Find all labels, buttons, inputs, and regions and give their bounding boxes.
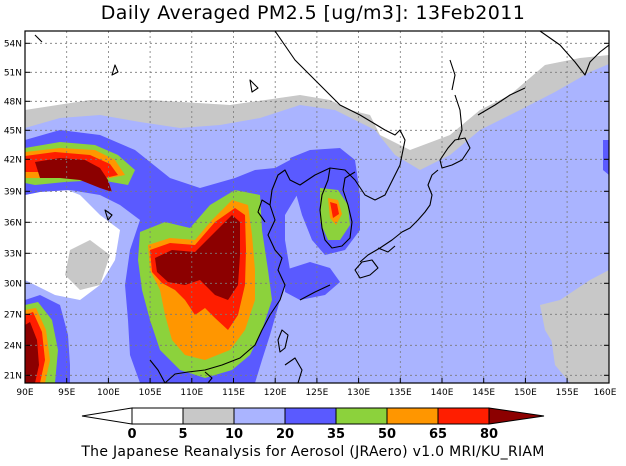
colorbar-cell [335, 407, 388, 425]
lon-label: 115E [222, 388, 245, 398]
lat-label: 24N [4, 342, 22, 352]
colorbar-cell [437, 407, 490, 425]
lat-label: 54N [4, 40, 22, 50]
lon-label: 150E [514, 388, 537, 398]
colorbar-label: 10 [225, 427, 243, 442]
lat-label: 30N [4, 280, 22, 290]
map-title: Daily Averaged PM2.5 [ug/m3]: 13Feb2011 [100, 2, 526, 24]
colorbar-label: 5 [178, 427, 187, 442]
field-5-10-pacific [550, 285, 609, 383]
lon-label: 100E [97, 388, 120, 398]
lat-label: 27N [4, 311, 22, 321]
lat-label: 33N [4, 250, 22, 260]
lon-label: 130E [347, 388, 370, 398]
colorbar-cell [386, 407, 439, 425]
field-65-80-korea [330, 202, 339, 218]
colorbar-label: 50 [378, 427, 396, 442]
lon-label: 105E [139, 388, 162, 398]
concentration-field [25, 31, 609, 383]
colorbar [81, 407, 545, 425]
lon-label: 110E [180, 388, 203, 398]
colorbar-label: 35 [327, 427, 345, 442]
colorbar-label: 0 [127, 427, 136, 442]
lon-label: 155E [556, 388, 579, 398]
footer-credit: The Japanese Reanalysis for Aerosol (JRA… [81, 444, 545, 460]
coastlines [34, 31, 609, 383]
lon-label: 145E [472, 388, 495, 398]
field-20-35-east [603, 140, 609, 175]
colorbar-cell [182, 407, 235, 425]
colorbar-cell [81, 407, 133, 425]
colorbar-cell [488, 407, 545, 425]
lon-label: 135E [389, 388, 412, 398]
colorbar-cell [233, 407, 286, 425]
lat-label: 36N [4, 219, 22, 229]
lat-label: 21N [4, 372, 22, 382]
lon-label: 95E [58, 388, 75, 398]
field-80-north [35, 158, 112, 192]
lon-label: 125E [305, 388, 328, 398]
lat-label: 48N [4, 98, 22, 108]
lat-label: 42N [4, 156, 22, 166]
field-80-china [155, 215, 240, 300]
lat-label: 45N [4, 127, 22, 137]
colorbar-label: 65 [429, 427, 447, 442]
lat-label: 51N [4, 69, 22, 79]
grid-lines [25, 31, 609, 383]
colorbar-cell [284, 407, 337, 425]
field-5-10-tibet [65, 240, 110, 290]
colorbar-cell [131, 407, 184, 425]
lon-label: 140E [431, 388, 454, 398]
lon-label: 90E [16, 388, 33, 398]
lon-label: 160E [594, 388, 617, 398]
lat-label: 39N [4, 188, 22, 198]
field-80-south [25, 322, 39, 383]
lon-label: 120E [264, 388, 287, 398]
colorbar-label: 80 [480, 427, 498, 442]
axis-ticks [24, 42, 609, 383]
field-20-35-yellowsea [285, 262, 340, 300]
colorbar-label: 20 [276, 427, 294, 442]
